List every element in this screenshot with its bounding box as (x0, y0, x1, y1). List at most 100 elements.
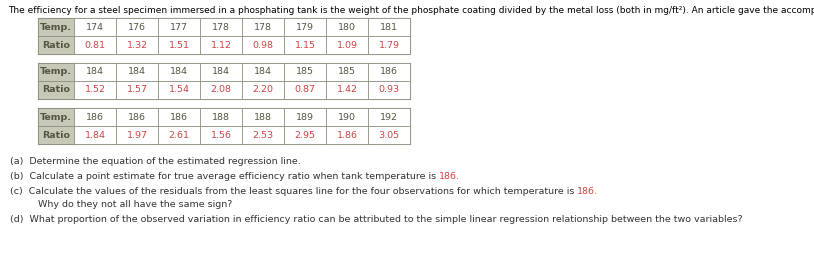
Bar (38, 126, 74, 144)
Text: 186: 186 (380, 68, 398, 77)
Bar (38, 18, 74, 36)
Text: 186: 186 (128, 113, 146, 121)
Text: 1.42: 1.42 (336, 86, 357, 95)
Text: Temp.: Temp. (40, 113, 72, 121)
Bar (200, 108, 242, 126)
Text: The efficiency for a steel specimen immersed in a phosphating tank is the weight: The efficiency for a steel specimen imme… (8, 6, 814, 15)
Text: 190: 190 (338, 113, 356, 121)
Text: Ratio: Ratio (42, 41, 70, 50)
Bar (38, 18, 410, 54)
Text: 179: 179 (296, 23, 314, 32)
Text: 1.56: 1.56 (211, 130, 231, 139)
Text: 186: 186 (86, 113, 104, 121)
Text: 189: 189 (296, 113, 314, 121)
Bar (116, 126, 158, 144)
Text: 185: 185 (296, 68, 314, 77)
Text: 1.84: 1.84 (85, 130, 106, 139)
Bar (74, 81, 116, 99)
Bar (38, 81, 74, 99)
Text: 1.52: 1.52 (85, 86, 106, 95)
Text: 1.32: 1.32 (126, 41, 147, 50)
Bar (38, 63, 410, 99)
Bar (368, 18, 410, 36)
Bar (116, 81, 158, 99)
Bar (242, 81, 284, 99)
Bar (74, 36, 116, 54)
Bar (326, 126, 368, 144)
Text: Temp.: Temp. (40, 23, 72, 32)
Bar (200, 126, 242, 144)
Text: 0.93: 0.93 (379, 86, 400, 95)
Bar (284, 126, 326, 144)
Text: 184: 184 (254, 68, 272, 77)
Bar (74, 108, 116, 126)
Bar (158, 18, 200, 36)
Text: 1.54: 1.54 (168, 86, 190, 95)
Text: 181: 181 (380, 23, 398, 32)
Text: (a)  Determine the equation of the estimated regression line.: (a) Determine the equation of the estima… (10, 157, 300, 166)
Text: 1.12: 1.12 (211, 41, 231, 50)
Bar (242, 108, 284, 126)
Text: 178: 178 (254, 23, 272, 32)
Text: 185: 185 (338, 68, 356, 77)
Bar (368, 126, 410, 144)
Bar (116, 108, 158, 126)
Text: 1.86: 1.86 (336, 130, 357, 139)
Bar (116, 36, 158, 54)
Text: Ratio: Ratio (42, 86, 70, 95)
Bar (368, 81, 410, 99)
Text: 2.61: 2.61 (168, 130, 190, 139)
Text: 1.57: 1.57 (126, 86, 147, 95)
Text: 0.87: 0.87 (295, 86, 316, 95)
Text: 0.98: 0.98 (252, 41, 274, 50)
Bar (368, 36, 410, 54)
Text: 2.20: 2.20 (252, 86, 274, 95)
Bar (326, 18, 368, 36)
Text: 184: 184 (212, 68, 230, 77)
Text: 1.97: 1.97 (126, 130, 147, 139)
Bar (326, 63, 368, 81)
Bar (116, 18, 158, 36)
Bar (74, 126, 116, 144)
Text: 184: 184 (86, 68, 104, 77)
Bar (116, 63, 158, 81)
Text: 2.95: 2.95 (295, 130, 316, 139)
Bar (158, 81, 200, 99)
Bar (74, 63, 116, 81)
Bar (38, 36, 74, 54)
Text: Why do they not all have the same sign?: Why do they not all have the same sign? (38, 200, 232, 209)
Text: 2.08: 2.08 (211, 86, 231, 95)
Bar (284, 108, 326, 126)
Bar (242, 18, 284, 36)
Bar (200, 18, 242, 36)
Bar (200, 36, 242, 54)
Text: 1.79: 1.79 (379, 41, 400, 50)
Text: 3.05: 3.05 (379, 130, 400, 139)
Bar (38, 108, 74, 126)
Text: 192: 192 (380, 113, 398, 121)
Text: (b)  Calculate a point estimate for true average efficiency ratio when tank temp: (b) Calculate a point estimate for true … (10, 172, 439, 181)
Text: 186.: 186. (439, 172, 460, 181)
Bar (368, 63, 410, 81)
Text: 186: 186 (170, 113, 188, 121)
Text: 176: 176 (128, 23, 146, 32)
Text: 188: 188 (254, 113, 272, 121)
Bar (200, 63, 242, 81)
Bar (242, 36, 284, 54)
Bar (326, 81, 368, 99)
Text: 180: 180 (338, 23, 356, 32)
Bar (242, 63, 284, 81)
Text: 0.81: 0.81 (85, 41, 106, 50)
Text: (d)  What proportion of the observed variation in efficiency ratio can be attrib: (d) What proportion of the observed vari… (10, 215, 742, 224)
Text: 188: 188 (212, 113, 230, 121)
Bar (158, 36, 200, 54)
Bar (38, 63, 74, 81)
Text: 184: 184 (170, 68, 188, 77)
Bar (284, 36, 326, 54)
Bar (368, 108, 410, 126)
Bar (242, 126, 284, 144)
Bar (284, 18, 326, 36)
Bar (158, 108, 200, 126)
Text: Temp.: Temp. (40, 68, 72, 77)
Bar (326, 36, 368, 54)
